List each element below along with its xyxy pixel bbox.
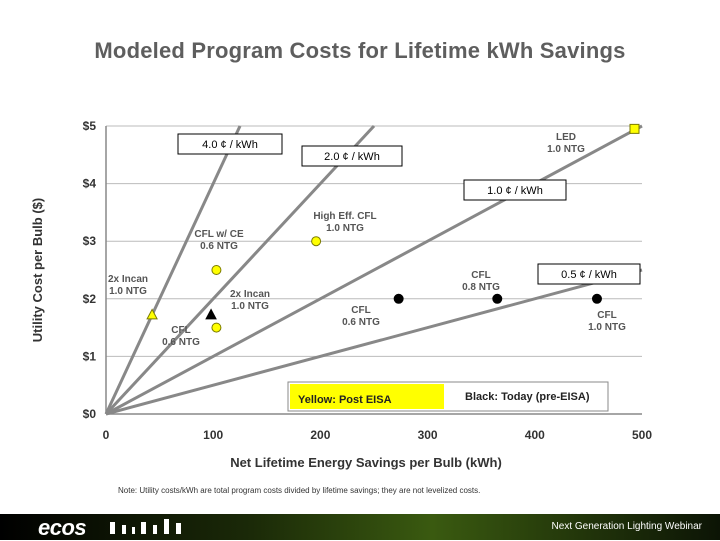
x-tick-label: 300 <box>418 428 438 442</box>
x-tick-label: 400 <box>525 428 545 442</box>
point-label: 0.6 NTG <box>200 241 238 252</box>
footnote: Note: Utility costs/kWh are total progra… <box>118 486 481 495</box>
y-tick-label: $3 <box>83 234 97 248</box>
point-label: 0.6 NTG <box>162 337 200 348</box>
legend-yellow-swatch <box>290 384 444 409</box>
rate-line <box>105 268 643 416</box>
point-label: 0.6 NTG <box>342 317 380 328</box>
rate-line <box>104 124 376 416</box>
footer-text: Next Generation Lighting Webinar <box>551 521 702 532</box>
rate-label: 2.0 ¢ / kWh <box>324 151 380 163</box>
x-axis-title: Net Lifetime Energy Savings per Bulb (kW… <box>230 455 502 470</box>
data-point <box>146 308 158 320</box>
rate-label: 4.0 ¢ / kWh <box>202 139 258 151</box>
x-tick-label: 0 <box>103 428 110 442</box>
rate-line <box>105 124 643 416</box>
point-label: 1.0 NTG <box>588 322 626 333</box>
rate-lines <box>104 124 643 416</box>
bulb-icons <box>110 519 181 534</box>
data-point <box>211 265 222 275</box>
legend-yellow-label: Yellow: Post EISA <box>298 394 392 406</box>
point-label: LED <box>556 132 576 143</box>
grid-lines <box>106 125 642 357</box>
data-point <box>629 123 640 134</box>
point-label: 2x Incan <box>108 274 148 285</box>
data-point <box>211 322 222 333</box>
rate-label-box <box>537 263 641 285</box>
rate-line <box>104 125 242 415</box>
point-label: 2x Incan <box>230 289 270 300</box>
point-label: 1.0 NTG <box>326 223 364 234</box>
footer-bar: ecos Next Generation Lighting Webinar <box>0 514 720 540</box>
rate-label: 0.5 ¢ / kWh <box>561 269 617 281</box>
point-label: 0.8 NTG <box>462 282 500 293</box>
point-label: CFL w/ CE <box>194 229 244 240</box>
y-tick-label: $1 <box>83 349 97 363</box>
point-label: CFL <box>597 310 616 321</box>
data-point <box>393 293 404 304</box>
x-tick-label: 500 <box>632 428 652 442</box>
axes: $0 $1 $2 $3 $4 $5 0 100 200 300 400 500 <box>83 119 653 442</box>
slide-title: Modeled Program Costs for Lifetime kWh S… <box>94 38 626 63</box>
x-tick-label: 100 <box>203 428 223 442</box>
ecos-logo: ecos <box>38 515 87 540</box>
point-label: CFL <box>351 305 370 316</box>
data-point <box>591 293 602 304</box>
y-axis-title: Utility Cost per Bulb ($) <box>30 198 45 342</box>
rate-label: 1.0 ¢ / kWh <box>487 185 543 197</box>
x-tick-label: 200 <box>310 428 330 442</box>
legend-black-label: Black: Today (pre-EISA) <box>465 391 590 403</box>
data-points <box>146 123 640 333</box>
point-label: CFL <box>171 325 190 336</box>
data-point <box>492 293 503 304</box>
data-point <box>205 308 217 320</box>
data-point <box>311 236 322 247</box>
rate-label-box <box>301 145 403 167</box>
point-label: 1.0 NTG <box>109 286 147 297</box>
y-tick-label: $2 <box>83 292 97 306</box>
rate-label-box <box>177 133 283 155</box>
rate-label-box <box>463 179 567 201</box>
legend: Yellow: Post EISA Black: Today (pre-EISA… <box>287 381 609 412</box>
y-tick-label: $4 <box>83 177 97 191</box>
y-tick-label: $0 <box>83 407 97 421</box>
point-label: CFL <box>471 270 490 281</box>
y-tick-label: $5 <box>83 119 97 133</box>
scatter-chart: $0 $1 $2 $3 $4 $5 0 100 200 300 400 500 Yellow: Pos… <box>30 119 653 470</box>
rate-labels: 4.0 ¢ / kWh 2.0 ¢ / kWh 1.0 ¢ / kWh 0.5 ¢ /… <box>177 133 641 285</box>
point-label: High Eff. CFL <box>313 211 376 222</box>
point-label: 1.0 NTG <box>547 144 585 155</box>
point-label: 1.0 NTG <box>231 301 269 312</box>
